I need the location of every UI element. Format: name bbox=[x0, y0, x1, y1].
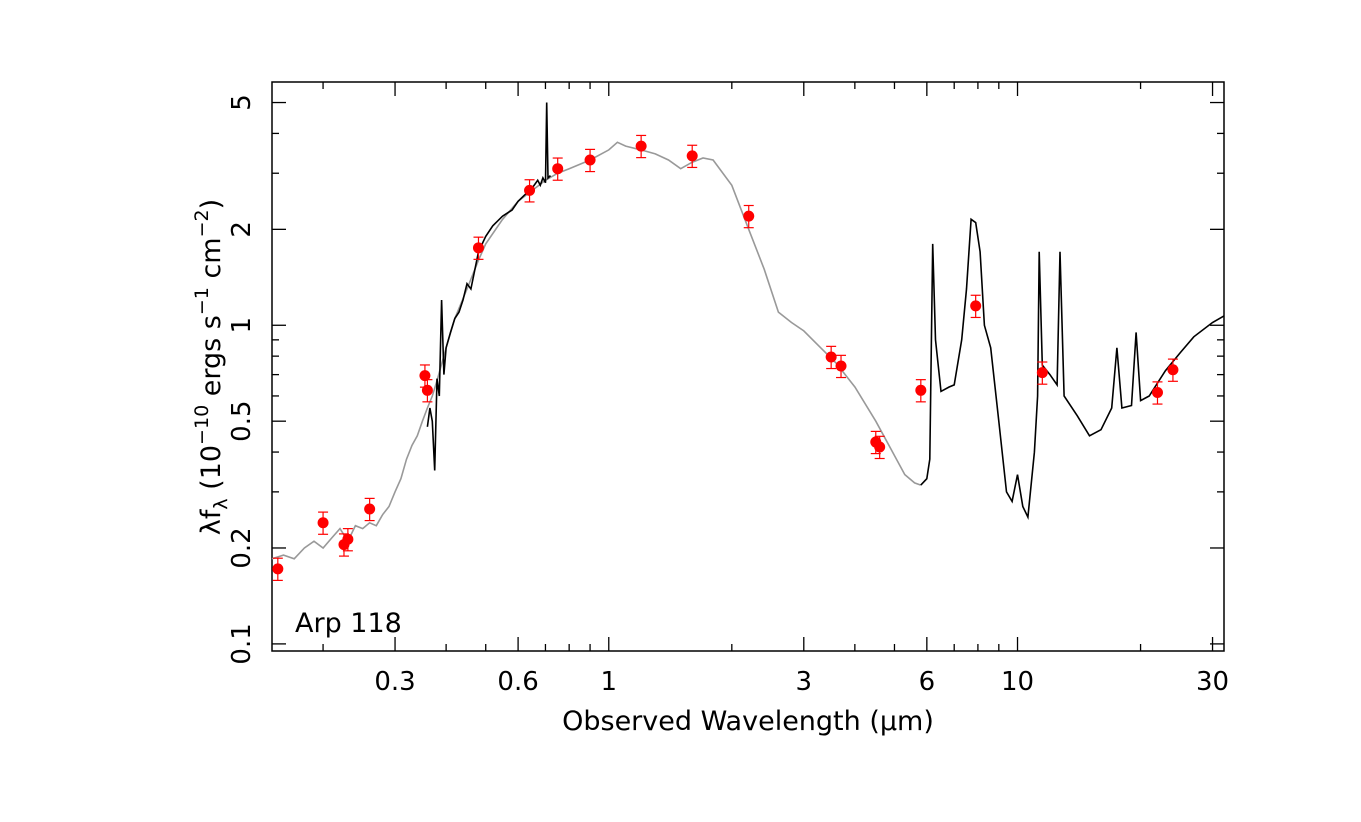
x-tick-label: 3 bbox=[796, 667, 813, 697]
model-sed-layer bbox=[271, 141, 922, 560]
photometry-point bbox=[584, 148, 596, 173]
data-marker bbox=[743, 210, 755, 222]
photometry-point bbox=[1151, 381, 1163, 405]
photometry-point bbox=[874, 435, 886, 460]
data-marker bbox=[364, 503, 376, 515]
x-tick-label: 30 bbox=[1196, 667, 1229, 697]
optical-spectrum-line bbox=[426, 102, 552, 471]
model-sed-line bbox=[271, 141, 922, 560]
y-tick-label: 1 bbox=[227, 317, 257, 334]
photometry-point bbox=[317, 511, 329, 535]
data-marker bbox=[915, 384, 927, 396]
photometry-point bbox=[915, 379, 927, 403]
photometry-point bbox=[835, 354, 847, 379]
photometry-point bbox=[342, 528, 354, 552]
photometry-point bbox=[825, 345, 837, 370]
photometry-point bbox=[419, 364, 431, 388]
data-marker bbox=[419, 370, 431, 382]
x-tick-label: 0.6 bbox=[497, 667, 538, 697]
photometry-point bbox=[272, 557, 284, 581]
data-marker bbox=[1151, 387, 1163, 399]
x-tick-label: 10 bbox=[1001, 667, 1034, 697]
x-tick-label: 0.3 bbox=[374, 667, 415, 697]
photometry-point bbox=[1167, 358, 1179, 382]
plot-frame bbox=[271, 81, 1225, 652]
y-tick-label: 0.2 bbox=[227, 527, 257, 568]
photometry-point bbox=[686, 144, 698, 169]
photometry-point bbox=[743, 204, 755, 229]
data-marker bbox=[825, 351, 837, 363]
axis-ticks: 0.3 0.6 1 3 6 10 30 0.1 0.2 0.5 1 2 5 bbox=[227, 82, 1229, 697]
data-marker bbox=[342, 533, 354, 545]
photometry-point bbox=[364, 497, 376, 522]
photometry-point bbox=[635, 134, 647, 159]
observed-spectrum-layer bbox=[426, 102, 1225, 521]
photometry-layer bbox=[272, 134, 1179, 581]
y-tick-label: 5 bbox=[227, 94, 257, 111]
x-axis-label: Observed Wavelength (μm) bbox=[562, 706, 934, 737]
y-tick-label: 0.1 bbox=[227, 623, 257, 664]
photometry-point bbox=[524, 179, 536, 203]
data-marker bbox=[472, 242, 484, 254]
data-marker bbox=[635, 140, 647, 152]
data-marker bbox=[317, 517, 329, 529]
photometry-point bbox=[1036, 361, 1048, 385]
data-marker bbox=[686, 150, 698, 162]
y-tick-label: 0.5 bbox=[227, 401, 257, 442]
photometry-point bbox=[421, 379, 433, 403]
x-tick-label: 1 bbox=[600, 667, 617, 697]
data-marker bbox=[552, 163, 564, 175]
photometry-point bbox=[970, 294, 982, 319]
x-tick-label: 6 bbox=[919, 667, 936, 697]
data-marker bbox=[272, 563, 284, 575]
mir-spectrum-line bbox=[920, 217, 1225, 521]
y-tick-label: 2 bbox=[227, 221, 257, 238]
photometry-point bbox=[472, 236, 484, 260]
data-marker bbox=[874, 441, 886, 453]
object-label: Arp 118 bbox=[295, 608, 402, 639]
y-axis-label: λfλ (10−10 ergs s−1 cm−2) bbox=[191, 199, 232, 535]
data-marker bbox=[421, 384, 433, 396]
data-marker bbox=[1036, 367, 1048, 379]
photometry-point bbox=[552, 157, 564, 181]
data-marker bbox=[1167, 364, 1179, 376]
data-marker bbox=[584, 154, 596, 166]
data-marker bbox=[835, 360, 847, 372]
data-marker bbox=[970, 300, 982, 312]
data-marker bbox=[524, 184, 536, 196]
